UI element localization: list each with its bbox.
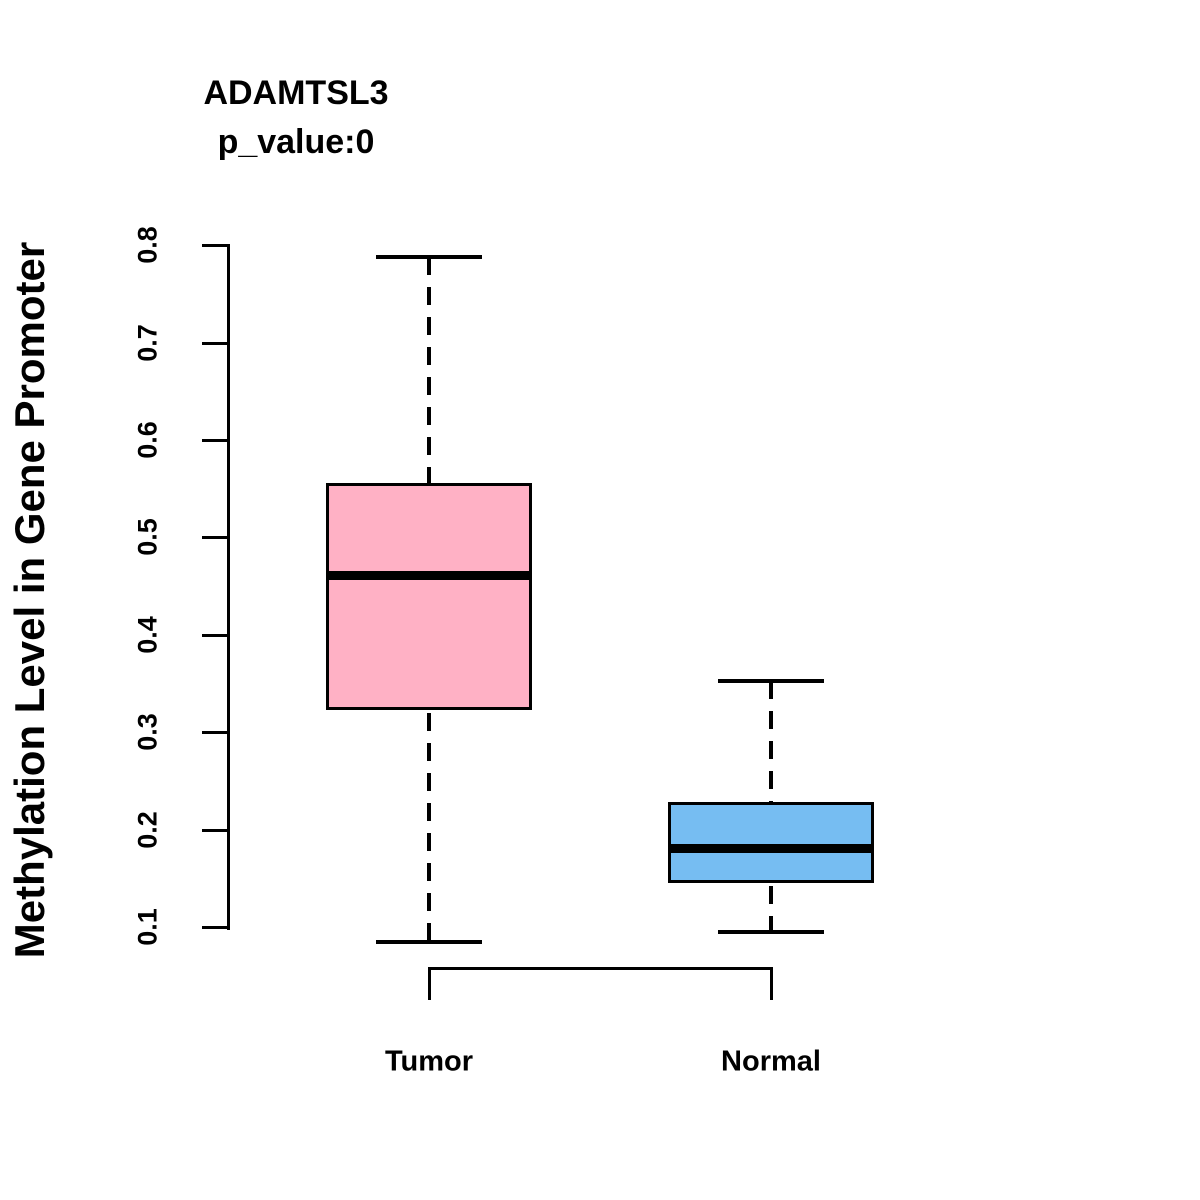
whisker-cap-lower-tumor <box>376 940 482 944</box>
y-axis-tick-label: 0.4 <box>132 616 163 654</box>
y-axis-tick <box>202 536 228 539</box>
whisker-line-upper-normal <box>769 681 773 802</box>
y-axis-tick <box>202 731 228 734</box>
y-axis-tick-label: 0.7 <box>132 324 163 362</box>
y-axis-tick <box>202 926 228 929</box>
whisker-line-lower-tumor <box>427 713 431 942</box>
x-axis-tick-tumor <box>428 969 431 1000</box>
whisker-cap-upper-normal <box>718 679 824 683</box>
chart-title: ADAMTSL3 <box>203 74 389 112</box>
y-axis-tick-label: 0.6 <box>132 421 163 459</box>
box-tumor <box>326 483 532 710</box>
whisker-line-lower-normal <box>769 886 773 932</box>
y-axis-tick <box>202 829 228 832</box>
median-line-tumor <box>326 571 532 580</box>
chart-subtitle: p_value:0 <box>217 123 375 161</box>
y-axis-label: Methylation Level in Gene Promoter <box>6 241 53 959</box>
x-axis-category-tumor: Tumor <box>384 1045 474 1078</box>
whisker-line-upper-tumor <box>427 257 431 483</box>
median-line-normal <box>668 844 874 853</box>
x-axis-tick-normal <box>770 969 773 1000</box>
y-axis-tick <box>202 634 228 637</box>
y-axis-tick <box>202 244 228 247</box>
x-axis-line <box>428 967 773 970</box>
y-axis-tick <box>202 439 228 442</box>
x-axis-category-normal: Normal <box>721 1045 821 1078</box>
y-axis-tick-label: 0.1 <box>132 908 163 946</box>
y-axis-tick <box>202 342 228 345</box>
y-axis-tick-label: 0.5 <box>132 518 163 556</box>
y-axis-line <box>227 244 230 930</box>
whisker-cap-lower-normal <box>718 930 824 934</box>
whisker-cap-upper-tumor <box>376 255 482 259</box>
y-axis-tick-label: 0.2 <box>132 811 163 849</box>
y-axis-tick-label: 0.3 <box>132 713 163 751</box>
box-normal <box>668 802 874 883</box>
y-axis-tick-label: 0.8 <box>132 226 163 264</box>
